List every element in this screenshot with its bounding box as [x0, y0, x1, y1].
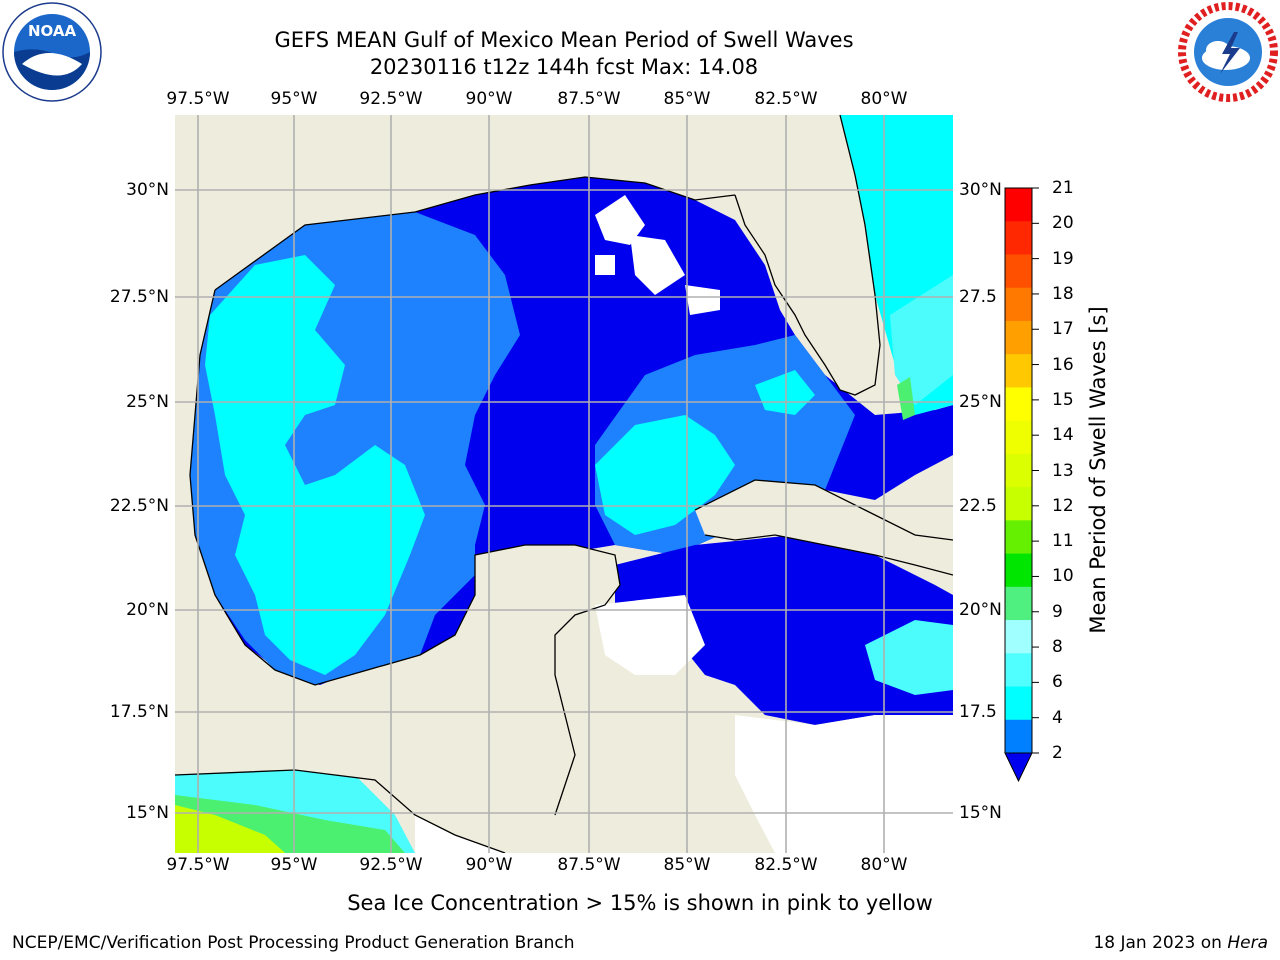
atlantic-light [890, 275, 953, 405]
cuba-land [695, 480, 953, 575]
lon-tick-bottom: 87.5°W [557, 855, 621, 875]
noaa-logo: NOAA [2, 2, 102, 102]
white-patch-1 [595, 195, 645, 245]
lon-tick-bottom: 85°W [663, 855, 711, 875]
colorbar-segment [1005, 487, 1032, 521]
colorbar-segment [1005, 254, 1032, 289]
colorbar-label: 13 [1052, 460, 1074, 481]
keys-green [897, 377, 915, 420]
lon-tick-top: 80°W [860, 89, 908, 109]
lon-tick-bottom: 97.5°W [166, 855, 230, 875]
pacific-yellow-green [175, 805, 285, 853]
colorbar-segment [1005, 520, 1032, 555]
colorbar-label: 19 [1052, 248, 1074, 269]
colorbar-segment [1005, 653, 1032, 688]
cyan-region-east [755, 370, 815, 415]
lat-tick-right: 17.5 [959, 702, 997, 722]
us-coast-land [175, 115, 735, 495]
lon-tick-bottom: 90°W [465, 855, 513, 875]
white-patch-3 [685, 285, 720, 315]
colorbar-label: 14 [1052, 425, 1074, 446]
colorbar-label: 21 [1052, 178, 1074, 198]
lon-tick-top: 85°W [663, 89, 711, 109]
cyan-region-center [595, 415, 735, 535]
colorbar-segment [1005, 453, 1032, 488]
lon-tick-bottom: 80°W [860, 855, 908, 875]
colorbar [1004, 187, 1039, 783]
colorbar-label: 6 [1052, 672, 1063, 693]
colorbar-segment [1005, 420, 1032, 455]
lon-tick-top: 90°W [465, 89, 513, 109]
lon-tick-top: 92.5°W [359, 89, 423, 109]
white-caribbean [595, 595, 705, 675]
colorbar-label: 18 [1052, 283, 1074, 304]
lon-tick-bottom: 95°W [270, 855, 318, 875]
colorbar-label: 11 [1052, 531, 1074, 552]
lon-tick-bottom: 92.5°W [359, 855, 423, 875]
colorbar-label: 20 [1052, 213, 1074, 234]
lat-tick-right: 27.5 [959, 287, 997, 307]
footer-host: Hera [1227, 933, 1268, 953]
colorbar-extend-triangle [1004, 752, 1033, 783]
footer-date-text: 18 Jan 2023 on [1093, 933, 1222, 953]
footer-date: 18 Jan 2023 on Hera [1093, 933, 1268, 953]
gulf-map [175, 115, 953, 853]
white-pacific [415, 815, 505, 853]
colorbar-segment [1005, 287, 1032, 322]
lat-tick-left: 15°N [126, 803, 169, 823]
lat-tick-left: 25°N [126, 392, 169, 412]
cyan-region-west [205, 255, 425, 675]
colorbar-segment [1005, 221, 1032, 255]
sea-ice-note: Sea Ice Concentration > 15% is shown in … [347, 891, 933, 915]
svg-text:NOAA: NOAA [28, 22, 77, 40]
colorbar-label: 4 [1052, 707, 1063, 728]
lon-tick-top: 97.5°W [166, 89, 230, 109]
caribbean-light [865, 620, 953, 695]
lon-tick-top: 95°W [270, 89, 318, 109]
mexico-land [175, 475, 325, 775]
footer-branch: NCEP/EMC/Verification Post Processing Pr… [12, 933, 575, 953]
lon-tick-top: 82.5°W [754, 89, 818, 109]
florida-land [735, 115, 880, 395]
lat-tick-left: 17.5°N [109, 702, 169, 722]
lat-tick-left: 27.5°N [109, 287, 169, 307]
colorbar-segment [1005, 320, 1032, 355]
lat-tick-left: 30°N [126, 180, 169, 200]
white-patch-4 [595, 255, 615, 275]
colorbar-label: 15 [1052, 389, 1074, 410]
colorbar-segment [1005, 686, 1032, 721]
colorbar-segment [1005, 354, 1032, 388]
colorbar-segment [1005, 586, 1032, 621]
caribbean-blue [615, 535, 953, 725]
colorbar-label: 17 [1052, 319, 1074, 340]
lat-tick-left: 20°N [126, 600, 169, 620]
colorbar-segment [1005, 620, 1032, 654]
lat-tick-right: 25°N [959, 392, 1002, 412]
colorbar-title: Mean Period of Swell Waves [s] [1086, 306, 1110, 634]
white-south [735, 715, 953, 853]
map-title: GEFS MEAN Gulf of Mexico Mean Period of … [274, 28, 854, 52]
nws-logo [1178, 2, 1278, 102]
colorbar-segment [1005, 188, 1032, 222]
colorbar-label: 9 [1052, 601, 1063, 622]
colorbar-label: 8 [1052, 637, 1063, 658]
white-patch-2 [630, 235, 685, 295]
lon-tick-top: 87.5°W [557, 89, 621, 109]
lat-tick-right: 20°N [959, 600, 1002, 620]
map-subtitle: 20230116 t12z 144h fcst Max: 14.08 [369, 55, 759, 79]
colorbar-segment [1005, 719, 1032, 754]
colorbar-label: 12 [1052, 495, 1074, 516]
lat-tick-right: 30°N [959, 180, 1002, 200]
colorbar-segment [1005, 553, 1032, 588]
colorbar-segment [1005, 387, 1032, 422]
lat-tick-right: 15°N [959, 803, 1002, 823]
lon-tick-bottom: 82.5°W [754, 855, 818, 875]
lat-tick-left: 22.5°N [109, 496, 169, 516]
colorbar-label: 2 [1052, 743, 1063, 763]
lat-tick-right: 22.5 [959, 496, 997, 516]
colorbar-label: 10 [1052, 566, 1074, 587]
colorbar-label: 16 [1052, 354, 1074, 375]
